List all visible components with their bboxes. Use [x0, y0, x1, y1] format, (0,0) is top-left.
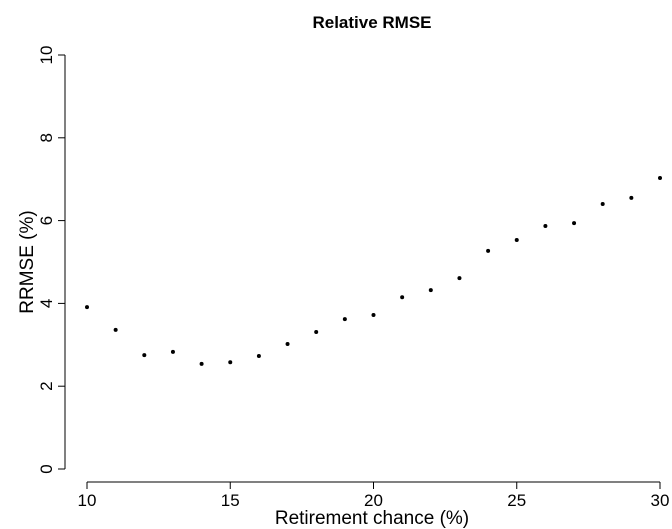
- point: [400, 295, 405, 300]
- point: [457, 276, 462, 281]
- point: [85, 305, 89, 310]
- point: [228, 360, 233, 365]
- y-tick-label: 0: [37, 464, 56, 473]
- point: [572, 221, 577, 226]
- point: [371, 312, 376, 317]
- x-tick-label: 10: [78, 491, 97, 510]
- chart-title: Relative RMSE: [312, 13, 431, 32]
- x-tick-label: 25: [507, 491, 526, 510]
- x-tick-label: 20: [364, 491, 383, 510]
- point: [314, 329, 319, 334]
- x-tick-label: 15: [221, 491, 240, 510]
- y-axis-label: RRMSE (%): [17, 210, 38, 313]
- point: [199, 361, 204, 366]
- y-tick-label: 8: [37, 133, 56, 142]
- point: [629, 195, 634, 200]
- point: [486, 248, 491, 253]
- y-tick-label: 4: [37, 299, 56, 308]
- point: [428, 288, 433, 293]
- point: [514, 238, 519, 243]
- y-tick-label: 6: [37, 216, 56, 225]
- point: [543, 223, 548, 228]
- point: [256, 353, 261, 358]
- point: [658, 175, 662, 180]
- x-tick-label: 30: [651, 491, 670, 510]
- point: [600, 202, 605, 207]
- point: [285, 341, 290, 346]
- point: [113, 327, 118, 332]
- y-tick-label: 10: [37, 46, 56, 65]
- y-tick-label: 2: [37, 381, 56, 390]
- point: [342, 317, 347, 322]
- point: [142, 353, 147, 358]
- point: [170, 349, 175, 354]
- x-axis-label: Retirement chance (%): [275, 508, 469, 529]
